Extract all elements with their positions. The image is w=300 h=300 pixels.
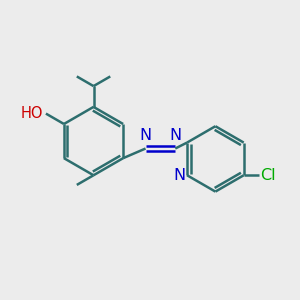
Text: Cl: Cl xyxy=(260,168,276,183)
Text: N: N xyxy=(140,128,152,143)
Text: N: N xyxy=(169,128,181,143)
Text: N: N xyxy=(173,168,186,183)
Text: HO: HO xyxy=(20,106,43,121)
